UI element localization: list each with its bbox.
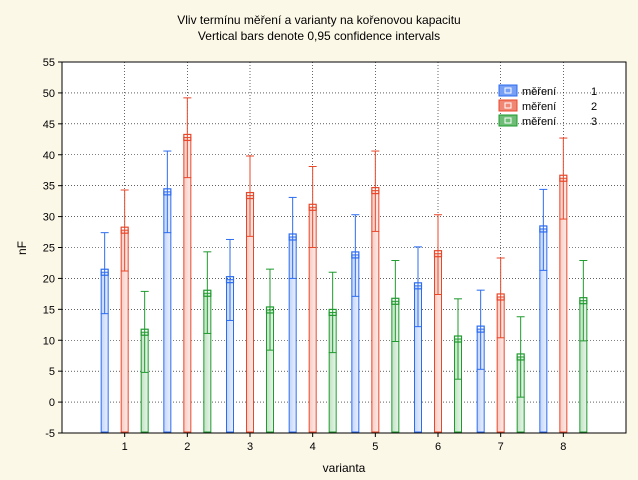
y-tick-label: 45 (43, 119, 55, 131)
mean-marker (225, 276, 235, 284)
mean-marker (371, 187, 380, 195)
y-tick-label: 50 (43, 88, 55, 100)
y-tick-label: 15 (43, 304, 55, 316)
legend-label: měření (522, 101, 556, 113)
mean-marker (328, 308, 337, 317)
legend-swatch (498, 84, 518, 97)
y-tick-label: 40 (43, 150, 55, 162)
mean-marker (265, 306, 275, 314)
y-tick-label: 5 (49, 366, 55, 378)
x-tick-label: 8 (560, 441, 566, 453)
x-tick-label: 2 (184, 441, 190, 453)
y-axis-label: nF (15, 241, 29, 255)
mean-marker (539, 225, 548, 233)
y-tick-label: 55 (43, 57, 55, 69)
x-tick-label: 5 (372, 441, 378, 453)
legend: měření 1 měření 2 měření 3 (498, 84, 597, 128)
legend-number: 3 (591, 116, 597, 128)
legend-number: 2 (591, 101, 597, 113)
x-axis: 1 2 3 4 5 6 7 8 (122, 433, 566, 453)
mean-marker (308, 203, 317, 211)
bar (183, 136, 192, 433)
mean-marker (453, 335, 463, 343)
x-tick-label: 3 (247, 441, 253, 453)
mean-marker (120, 226, 129, 234)
legend-marker (504, 87, 512, 94)
mean-marker (183, 133, 192, 142)
legend-label: měření (522, 86, 556, 98)
legend-number: 1 (591, 86, 597, 98)
mean-marker (351, 251, 360, 259)
x-tick-label: 4 (310, 441, 316, 453)
mean-marker (516, 353, 525, 361)
y-tick-label: 20 (43, 273, 55, 285)
legend-swatch (498, 114, 518, 127)
mean-marker (476, 325, 485, 333)
y-axis: -5 0 5 10 15 20 25 30 35 40 45 50 55 (43, 57, 62, 440)
x-tick-label: 1 (122, 441, 128, 453)
legend-swatch (498, 99, 518, 112)
y-tick-label: 25 (43, 243, 55, 255)
mean-marker (288, 233, 297, 241)
legend-marker (504, 117, 512, 124)
mean-marker (579, 297, 588, 305)
chart-subtitle: Vertical bars denote 0,95 confidence int… (198, 29, 440, 43)
y-tick-label: 0 (49, 397, 55, 409)
mean-marker (559, 174, 568, 182)
y-tick-label: 35 (43, 181, 55, 193)
x-axis-label: varianta (323, 461, 366, 475)
y-tick-label: -5 (45, 428, 55, 440)
mean-marker (496, 293, 505, 301)
x-tick-label: 6 (435, 441, 441, 453)
mean-marker (245, 191, 255, 200)
x-tick-label: 7 (498, 441, 504, 453)
y-tick-label: 30 (43, 212, 55, 224)
mean-marker (140, 328, 149, 336)
chart-title: Vliv termínu měření a varianty na kořeno… (177, 13, 460, 27)
mean-marker (391, 297, 400, 305)
mean-marker (433, 250, 443, 258)
y-tick-label: 10 (43, 335, 55, 347)
legend-marker (504, 102, 512, 109)
mean-marker (163, 188, 172, 196)
legend-label: měření (522, 116, 556, 128)
mean-marker (100, 268, 109, 276)
mean-marker (413, 282, 423, 290)
mean-marker (203, 289, 212, 297)
bars (100, 97, 588, 433)
